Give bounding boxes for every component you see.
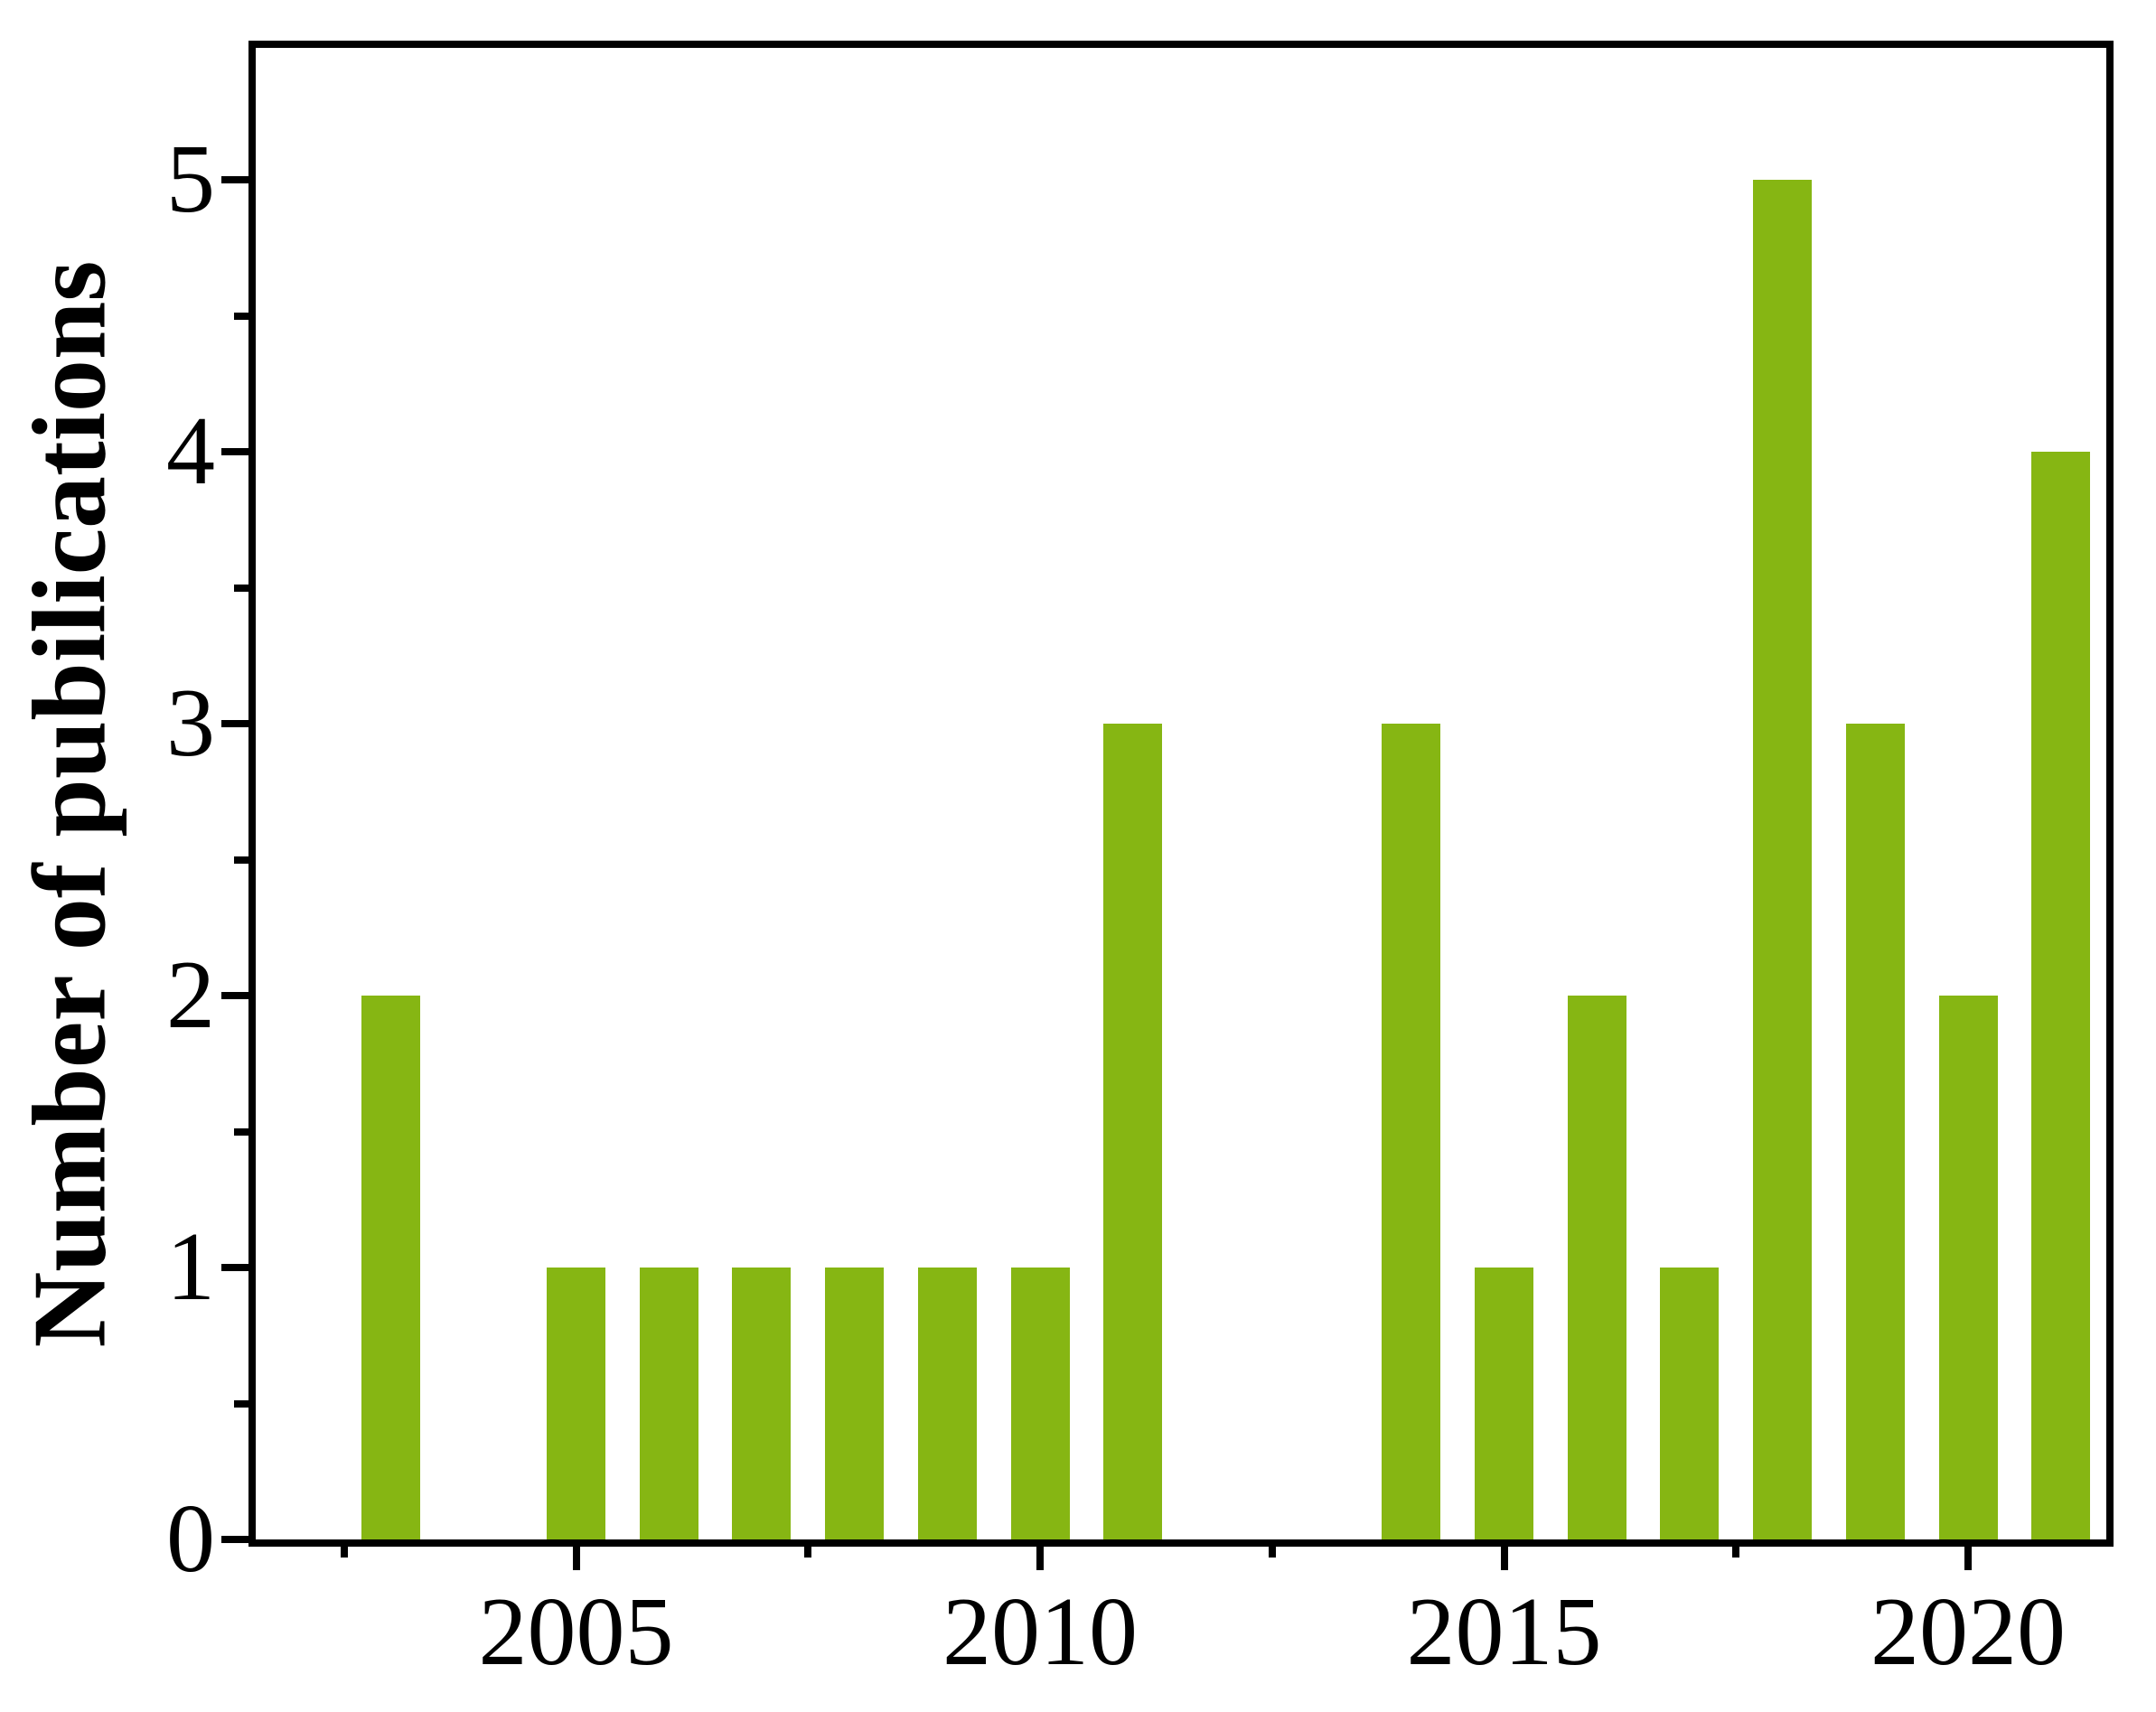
y-major-tick-3 — [221, 720, 248, 727]
x-minor-tick-2007.5 — [804, 1547, 812, 1558]
x-tick-label-2020: 2020 — [1870, 1578, 2066, 1686]
bar-2019 — [1845, 724, 1905, 1539]
y-tick-label-2: 2 — [166, 941, 215, 1049]
bar-2011 — [1103, 724, 1163, 1539]
bar-2017 — [1660, 1268, 1720, 1539]
y-major-tick-5 — [221, 176, 248, 183]
y-minor-tick-0.5 — [234, 1399, 248, 1408]
x-tick-label-2005: 2005 — [478, 1578, 674, 1686]
bar-2006 — [639, 1268, 698, 1539]
y-tick-label-3: 3 — [166, 669, 215, 777]
y-tick-label-4: 4 — [166, 398, 215, 505]
bar-2008 — [825, 1268, 885, 1539]
bar-2021 — [2031, 452, 2091, 1539]
bar-2005 — [547, 1268, 605, 1539]
x-minor-tick-2002.5 — [340, 1547, 348, 1558]
y-major-tick-0 — [221, 1536, 248, 1543]
bar-2016 — [1567, 996, 1626, 1539]
x-major-tick-2010 — [1036, 1547, 1044, 1570]
y-major-tick-4 — [221, 448, 248, 455]
y-tick-label-1: 1 — [166, 1213, 215, 1321]
y-minor-tick-2.5 — [234, 856, 248, 864]
y-minor-tick-4.5 — [234, 312, 248, 320]
x-tick-label-2010: 2010 — [942, 1578, 1138, 1686]
bar-2015 — [1475, 1268, 1533, 1539]
plot-area — [248, 41, 2114, 1547]
bar-2010 — [1010, 1268, 1070, 1539]
x-major-tick-2020 — [1964, 1547, 1972, 1570]
y-major-tick-1 — [221, 1264, 248, 1271]
bar-2009 — [917, 1268, 977, 1539]
bar-2014 — [1382, 724, 1441, 1539]
bar-2018 — [1753, 180, 1813, 1539]
x-major-tick-2015 — [1500, 1547, 1508, 1570]
y-minor-tick-1.5 — [234, 1127, 248, 1136]
x-tick-label-2015: 2015 — [1406, 1578, 1602, 1686]
bar-2020 — [1938, 996, 1998, 1539]
bar-2007 — [732, 1268, 792, 1539]
y-tick-label-0: 0 — [166, 1485, 215, 1593]
y-major-tick-2 — [221, 992, 248, 999]
x-minor-tick-2012.5 — [1268, 1547, 1276, 1558]
x-major-tick-2005 — [572, 1547, 580, 1570]
y-minor-tick-3.5 — [234, 584, 248, 592]
y-tick-label-5: 5 — [166, 126, 215, 233]
bar-2003 — [361, 996, 420, 1539]
x-minor-tick-2017.5 — [1732, 1547, 1740, 1558]
